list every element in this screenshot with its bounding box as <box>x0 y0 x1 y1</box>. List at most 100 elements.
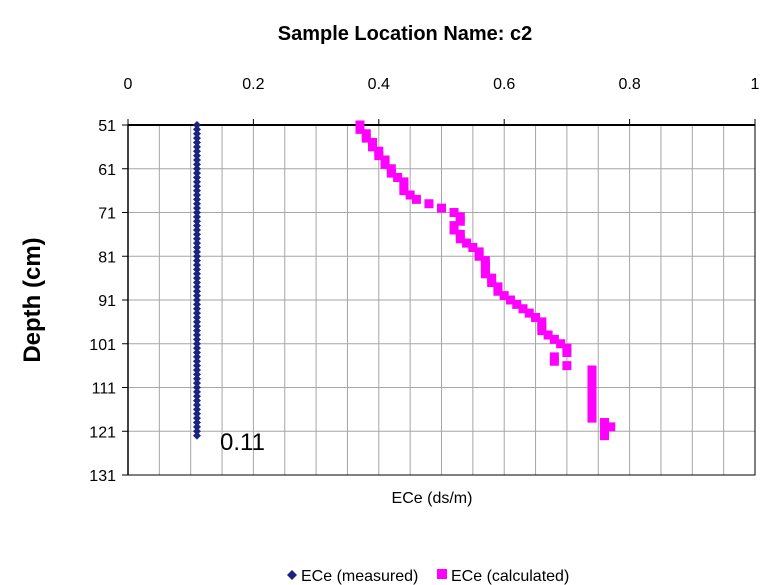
data-point-measured <box>192 173 201 182</box>
data-point-measured <box>192 164 201 173</box>
legend-marker-calculated <box>437 569 447 579</box>
data-point-calculated <box>380 159 390 169</box>
series-calculated <box>355 120 616 441</box>
data-point-measured <box>192 427 201 436</box>
data-point-measured <box>192 383 201 392</box>
y-tick-label: 51 <box>98 118 116 135</box>
data-point-measured <box>192 247 201 256</box>
data-point-measured <box>192 300 201 309</box>
data-point-measured <box>192 317 201 326</box>
y-tick-label: 131 <box>89 468 116 485</box>
y-tick-label: 91 <box>98 293 116 310</box>
legend-marker-measured <box>287 570 297 580</box>
data-point-measured <box>192 186 201 195</box>
data-point-measured <box>192 239 201 248</box>
data-point-measured <box>192 366 201 374</box>
data-point-measured <box>192 344 201 353</box>
x-tick-label: 0.6 <box>493 76 515 93</box>
data-point-measured <box>192 287 201 296</box>
data-point-calculated <box>405 190 415 200</box>
data-point-calculated <box>474 251 484 261</box>
x-tick-label: 0 <box>124 76 133 93</box>
data-point-calculated <box>449 225 459 235</box>
data-point-measured <box>192 261 201 269</box>
legend-label-measured: ECe (measured) <box>301 568 418 585</box>
data-point-measured <box>192 361 201 370</box>
data-point-measured <box>192 199 201 208</box>
data-point-measured <box>192 269 201 278</box>
data-point-calculated <box>562 361 572 371</box>
data-point-calculated <box>512 299 522 309</box>
y-axis-label: Depth (cm) <box>19 237 46 362</box>
data-point-calculated <box>449 208 459 217</box>
data-point-measured <box>192 282 201 291</box>
grid-lines <box>127 124 756 476</box>
data-point-calculated <box>487 278 497 287</box>
x-tick-label: 0.4 <box>368 76 390 93</box>
data-point-measured <box>192 422 201 431</box>
data-point-calculated <box>600 418 610 427</box>
data-point-calculated <box>543 330 553 340</box>
y-tick-label: 71 <box>98 206 116 223</box>
data-point-measured <box>192 256 201 265</box>
data-point-calculated <box>386 168 396 178</box>
data-point-measured <box>192 291 201 300</box>
data-point-calculated <box>531 313 541 322</box>
data-point-calculated <box>374 151 384 161</box>
data-point-measured <box>192 121 201 129</box>
y-tick-label: 81 <box>98 249 116 266</box>
data-point-measured <box>192 191 201 199</box>
data-point-measured <box>192 230 201 239</box>
data-point-calculated <box>368 142 378 152</box>
data-point-measured <box>192 418 201 427</box>
data-point-measured <box>192 151 201 160</box>
data-point-calculated <box>468 243 478 252</box>
data-point-measured <box>192 217 201 226</box>
data-point-calculated <box>393 173 403 182</box>
data-point-measured <box>192 204 201 213</box>
data-point-calculated <box>455 234 465 244</box>
data-point-measured <box>192 177 201 186</box>
y-tick-labels: 51 61 71 81 91 101 111 121 131 <box>89 118 128 485</box>
data-point-measured <box>192 352 201 361</box>
data-point-measured <box>192 234 201 243</box>
data-point-measured <box>192 370 201 379</box>
data-point-measured <box>192 195 201 204</box>
data-point-measured <box>192 348 201 357</box>
data-point-measured <box>192 357 201 366</box>
data-point-measured <box>192 274 201 283</box>
data-point-measured <box>192 392 201 401</box>
data-point-calculated <box>600 431 610 441</box>
data-point-measured <box>192 156 201 164</box>
data-point-measured <box>192 339 201 348</box>
data-point-measured <box>192 296 201 304</box>
data-point-measured <box>192 304 201 313</box>
y-tick-label: 101 <box>89 337 116 354</box>
data-point-measured <box>192 309 201 318</box>
data-point-measured <box>192 396 201 405</box>
data-point-measured <box>192 401 201 409</box>
data-point-calculated <box>399 186 409 196</box>
x-tick-label: 1 <box>751 76 760 93</box>
data-point-measured <box>192 326 201 335</box>
y-tick-label: 61 <box>98 162 116 179</box>
data-point-measured <box>192 335 201 344</box>
data-point-calculated <box>499 291 509 301</box>
series-layer <box>192 120 616 441</box>
data-point-calculated <box>437 203 446 213</box>
data-point-measured <box>192 379 201 388</box>
data-point-measured <box>192 129 201 138</box>
x-tick-labels: 0 0.2 0.4 0.6 0.8 1 <box>124 76 760 125</box>
y-tick-label: 121 <box>89 424 116 441</box>
data-point-calculated <box>556 339 566 349</box>
data-point-measured <box>192 142 201 151</box>
data-point-measured <box>192 212 201 221</box>
legend: ECe (measured) ECe (calculated) <box>287 568 569 585</box>
data-point-calculated <box>518 304 528 314</box>
data-point-measured <box>192 405 201 414</box>
series-measured <box>192 121 201 440</box>
data-point-measured <box>192 278 201 287</box>
data-point-measured <box>192 374 201 383</box>
data-point-measured <box>192 243 201 252</box>
